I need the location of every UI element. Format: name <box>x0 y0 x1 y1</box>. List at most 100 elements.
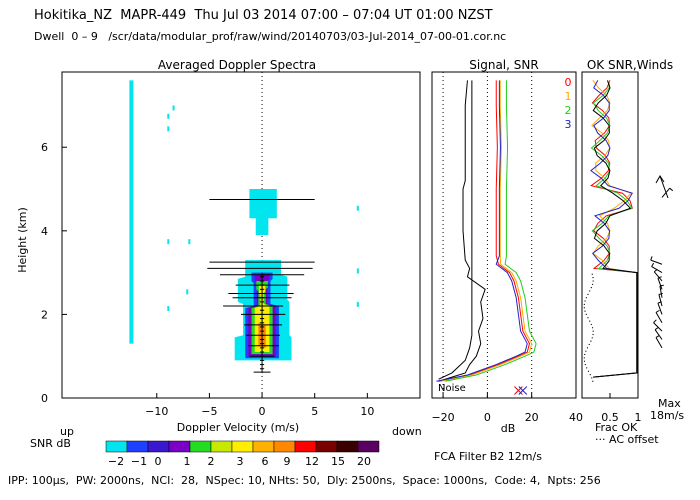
snr-legend-0: 0 <box>565 76 572 89</box>
cyan-speck <box>188 239 191 245</box>
colorbar-cell <box>147 440 170 453</box>
y-tick-label: 4 <box>41 225 48 238</box>
noise-curve <box>438 80 473 380</box>
max-wind-arrow <box>659 175 669 199</box>
ac-offset-label: ··· AC offset <box>595 433 659 446</box>
colorbar-cell <box>231 440 254 453</box>
colorbar-cell <box>336 440 359 453</box>
cyan-speck <box>167 126 170 132</box>
colorbar-cell <box>105 440 128 453</box>
ac-offset-dot <box>587 317 589 319</box>
y-tick-label: 6 <box>41 141 48 154</box>
colorbar-tick-label: 2 <box>208 455 215 468</box>
ac-offset-dot <box>591 377 593 379</box>
cyan-speck <box>186 289 189 295</box>
cyan-band-left <box>129 80 134 344</box>
signal-frame <box>431 71 577 399</box>
colorbar-tick-label: 3 <box>237 455 244 468</box>
wind-barb-flag <box>657 276 662 279</box>
wind-barb <box>654 329 663 340</box>
winds-frame <box>581 71 639 399</box>
colorbar-tick-label: −2 <box>108 455 124 468</box>
wind-barb <box>657 277 663 290</box>
noise-marker <box>518 386 528 395</box>
snr-legend-3: 3 <box>565 118 572 131</box>
chart-title: Hokitika_NZ MAPR-449 Thu Jul 03 2014 07:… <box>34 8 493 23</box>
frac-ok-series <box>590 80 638 378</box>
doppler-frame <box>61 71 421 399</box>
ac-offset-dot <box>591 283 594 285</box>
colorbar-tick-label: 12 <box>305 455 319 468</box>
x-tick-label: 10 <box>360 405 374 418</box>
ac-offset-dot <box>590 340 592 342</box>
snr-series-0 <box>438 80 531 382</box>
signal-xlabel: dB <box>501 422 516 435</box>
ac-offset-dot <box>586 367 588 369</box>
colorbar-tick-label: 15 <box>331 455 345 468</box>
wind-barb-flag <box>655 309 660 313</box>
ac-offset-dot <box>590 323 592 326</box>
wind-barb-flag <box>654 326 659 331</box>
colorbar-cell <box>126 440 149 453</box>
wind-barb <box>650 259 663 265</box>
ac-offset-dot <box>592 330 594 332</box>
x-tick-label: 5 <box>311 405 318 418</box>
max-value: 18m/s <box>650 409 684 422</box>
ac-offset-dot <box>584 300 586 302</box>
ac-offset-dot <box>583 360 586 362</box>
max-wind-arrowhead <box>655 175 665 184</box>
wind-barb <box>651 266 663 274</box>
cyan-speck <box>167 113 170 119</box>
ac-offset-dot <box>584 353 586 356</box>
signal-curve <box>438 80 486 382</box>
ac-offset-dot <box>592 277 594 279</box>
ac-offset-dot <box>585 350 587 352</box>
echo-cyan-upper-tail <box>255 214 269 235</box>
signal-x-tick-label: 40 <box>569 411 583 424</box>
wind-barb-flag <box>669 187 674 192</box>
colorbar-tick-label: 20 <box>357 455 371 468</box>
y-tick-label: 2 <box>41 308 48 321</box>
cyan-speck <box>172 105 175 111</box>
ac-offset-dot <box>591 273 593 275</box>
colorbar-cell <box>315 440 338 453</box>
wind-barb <box>653 322 663 332</box>
wind-barb <box>655 312 663 324</box>
ac-offset-dot <box>592 280 594 282</box>
snr-series-1 <box>440 80 533 382</box>
ac-offset-dot <box>584 310 586 312</box>
ac-offset-dot <box>591 337 593 339</box>
ac-offset-dot <box>589 320 591 322</box>
frac-ok-label: Frac OK <box>595 421 638 434</box>
x-tick-label: −10 <box>145 405 168 418</box>
snr-series-2 <box>445 80 537 382</box>
ac-offset-dot <box>592 380 594 382</box>
noise-label: Noise <box>438 383 466 394</box>
doppler-xlabel: Doppler Velocity (m/s) <box>177 421 299 434</box>
colorbar-cell <box>168 440 191 453</box>
cyan-speck <box>356 268 359 274</box>
snr-legend-2: 2 <box>565 104 572 117</box>
signal-x-tick-label: 20 <box>525 411 539 424</box>
x-tick-label: 0 <box>259 405 266 418</box>
frac-ok-series <box>590 80 638 378</box>
cyan-speck <box>167 239 170 245</box>
wind-barb <box>655 337 663 349</box>
down-label: down <box>392 425 422 438</box>
wind-barb-flag <box>653 319 657 323</box>
noise-marker <box>514 386 523 395</box>
ac-offset-dot <box>586 347 589 349</box>
signal-x-tick-label: −20 <box>431 411 454 424</box>
max-label: Max <box>658 397 681 410</box>
colorbar-label: SNR dB <box>30 437 71 450</box>
colorbar-cell <box>210 440 233 453</box>
ac-offset-dot <box>585 313 587 316</box>
ac-offset-dot <box>592 333 594 336</box>
ac-offset-dot <box>589 290 591 292</box>
echo-cyan-upper <box>249 189 277 219</box>
ac-offset-dot <box>591 327 594 329</box>
ac-offset-dot <box>587 293 589 295</box>
footer-params: IPP: 100μs, PW: 2000ns, NCI: 28, NSpec: … <box>8 474 601 487</box>
doppler-ylabel: Height (km) <box>16 207 29 273</box>
